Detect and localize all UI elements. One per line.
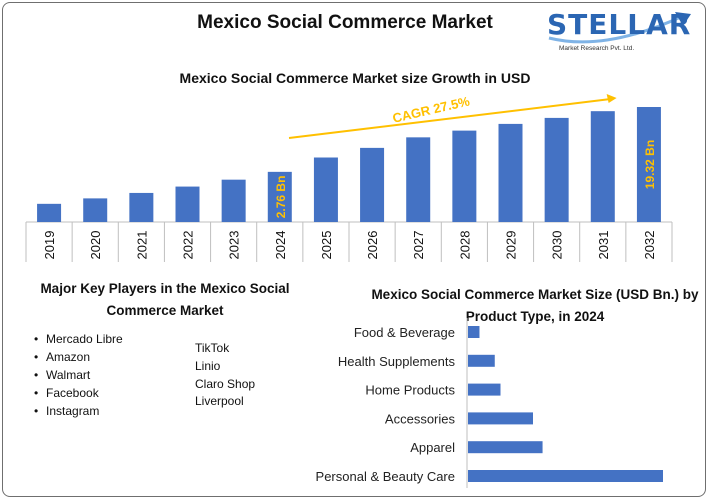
- hbar-apparel: [468, 441, 543, 454]
- page-title: Mexico Social Commerce Market: [197, 12, 493, 33]
- category-label: Health Supplements: [338, 354, 456, 369]
- bar-2022: [175, 186, 200, 222]
- logo-wordmark: STELLAR: [547, 8, 692, 41]
- player-item: Mercado Libre: [34, 330, 144, 348]
- player-item: Linio: [195, 358, 221, 373]
- player-item: Walmart: [34, 366, 144, 384]
- x-tick-label: 2028: [457, 231, 472, 260]
- bar-2028: [452, 130, 477, 222]
- x-tick-label: 2023: [227, 231, 242, 260]
- x-tick-label: 2027: [411, 231, 426, 260]
- bar-2029: [498, 123, 523, 222]
- category-label: Home Products: [365, 383, 455, 398]
- x-tick-label: 2025: [319, 231, 334, 260]
- x-tick-label: 2029: [504, 231, 519, 260]
- logo-swoosh-icon: [548, 12, 691, 44]
- category-label: Personal & Beauty Care: [316, 469, 455, 484]
- growth-bar-chart: 2019 2020 2021 2022 2023 2024 2025 2026 2027 2028…: [25, 93, 673, 262]
- player-item: TikTok: [195, 341, 230, 355]
- player-item: Facebook: [34, 384, 144, 402]
- cagr-arrow-head: [606, 94, 617, 103]
- bar-2027: [406, 137, 431, 222]
- player-item: Liverpool: [195, 394, 244, 409]
- players-list-1: Mercado Libre Amazon Walmart Facebook In…: [34, 330, 144, 420]
- player-item: Claro Shop: [195, 376, 256, 391]
- bar-2019: [37, 203, 62, 222]
- x-tick-label: 2024: [273, 231, 288, 260]
- hbar-health-supplements: [468, 354, 495, 367]
- player-item: Instagram: [34, 402, 144, 420]
- player-item: Amazon: [34, 348, 144, 366]
- stellar-logo: STELLAR Market Research Pvt. Ltd.: [545, 8, 695, 58]
- category-label: Accessories: [385, 411, 456, 426]
- hbar-food-beverage: [468, 326, 480, 338]
- players-title: Major Key Players in the Mexico Social C…: [40, 281, 290, 318]
- data-label: 19.32 Bn: [643, 140, 657, 189]
- x-tick-label: 2026: [365, 231, 380, 260]
- bar-2023: [221, 179, 246, 222]
- category-label: Food & Beverage: [354, 325, 455, 340]
- x-tick-label: 2030: [550, 231, 565, 260]
- data-label: 2.76 Bn: [274, 176, 288, 219]
- bar-2032: [636, 107, 661, 222]
- x-tick-label: 2032: [642, 231, 657, 260]
- bar-2024: [267, 171, 292, 222]
- x-tick-label: 2031: [596, 231, 611, 260]
- bar-2021: [129, 192, 154, 222]
- x-tick-label: 2019: [42, 231, 57, 260]
- bar-chart-title: Mexico Social Commerce Market size Growt…: [179, 70, 531, 86]
- bar-2026: [360, 147, 385, 222]
- hbar-accessories: [468, 412, 533, 425]
- bar-2025: [313, 157, 338, 222]
- hbar-chart-title: Mexico Social Commerce Market Size (USD …: [371, 287, 699, 324]
- cagr-arrow-line: [288, 98, 611, 139]
- bar-2030: [544, 117, 569, 222]
- x-tick-label: 2021: [134, 231, 149, 260]
- bar-2020: [83, 198, 108, 222]
- x-tick-label: 2022: [181, 231, 196, 260]
- logo-subtitle: Market Research Pvt. Ltd.: [559, 45, 635, 52]
- hbar-home-products: [468, 383, 501, 396]
- category-label: Apparel: [410, 440, 455, 455]
- hbar-personal-beauty-care: [468, 470, 663, 482]
- x-tick-label: 2020: [88, 231, 103, 260]
- players-list-2: TikTok Linio Claro Shop Liverpool: [195, 340, 255, 411]
- bar-2031: [590, 111, 615, 222]
